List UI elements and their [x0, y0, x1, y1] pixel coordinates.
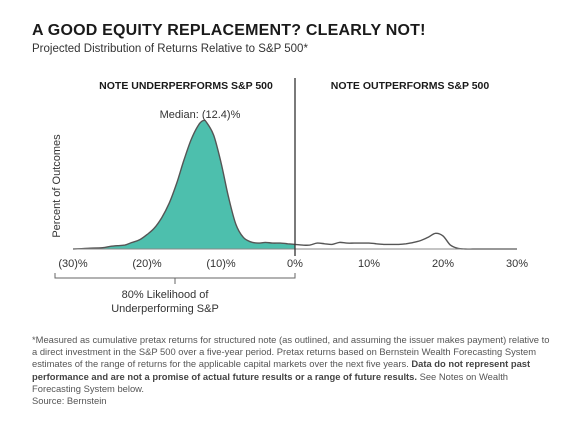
footnote: *Measured as cumulative pretax returns f… [32, 334, 552, 407]
x-tick-label: 30% [506, 258, 528, 270]
footnote-text: *Measured as cumulative pretax returns f… [32, 334, 550, 370]
x-tick-label: (30)% [58, 258, 88, 270]
underperforms-label: NOTE UNDERPERFORMS S&P 500 [99, 80, 273, 92]
bracket-label-line-2: Underperforming S&P [111, 303, 219, 315]
bracket-label-line-1: 80% Likelihood of [122, 289, 210, 301]
x-tick-label: 0% [287, 258, 303, 270]
source-label: Source: Bernstein [32, 395, 107, 407]
distribution-chart: Percent of Outcomes NOTE UNDERPERFORMS S… [51, 78, 528, 315]
chart-subtitle: Projected Distribution of Returns Relati… [32, 43, 308, 55]
x-tick-label: 10% [358, 258, 380, 270]
underperform-shaded-area [73, 120, 295, 249]
median-label: Median: (12.4)% [160, 109, 241, 121]
x-tick-label: 20% [432, 258, 454, 270]
footnote-text-end: See Notes on Wealth Forecasting System b… [32, 370, 509, 394]
chart-title: A GOOD EQUITY REPLACEMENT? CLEARLY NOT! [32, 22, 426, 39]
x-axis-ticks: (30)% (20)% (10)% 0% 10% 20% 30% [58, 258, 528, 270]
footnote-bold: Data do not represent past performance a… [32, 358, 531, 382]
outperforms-label: NOTE OUTPERFORMS S&P 500 [331, 80, 490, 92]
x-tick-label: (10)% [206, 258, 236, 270]
x-tick-label: (20)% [132, 258, 162, 270]
y-axis-label: Percent of Outcomes [51, 134, 63, 238]
likelihood-bracket: 80% Likelihood of Underperforming S&P [54, 273, 296, 315]
bracket-line [54, 273, 296, 284]
